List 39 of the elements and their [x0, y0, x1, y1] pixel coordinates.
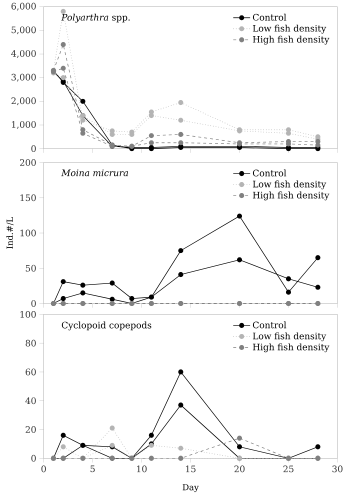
y-tick-label: 20: [26, 426, 36, 433]
y-tick-label: 0: [31, 300, 36, 307]
y-tick-label: 1,000: [12, 121, 36, 129]
y-tick-label: 60: [26, 368, 36, 376]
x-tick-label: 5: [90, 466, 95, 472]
y-tick-label: 3,000: [12, 74, 36, 82]
x-tick-label: 25: [283, 466, 294, 472]
y-tick-label: 5,000: [12, 26, 36, 34]
text: Polyarthra spp.: [61, 14, 130, 23]
y-tick-label: 4,000: [11, 50, 36, 58]
y-tick-label: 2,000: [12, 97, 36, 106]
legend-label: Low fish density: [252, 24, 326, 34]
y-tick-label: 200: [20, 159, 36, 166]
legend-label: High fish density: [252, 36, 330, 45]
legend-label: Low fish density: [252, 180, 326, 190]
legend-label: Low fish density: [252, 332, 326, 342]
x-tick-label: 20: [234, 466, 245, 472]
legend-label: Control: [252, 321, 286, 328]
legend-label: Control: [252, 170, 286, 176]
legend-label: High fish density: [252, 343, 330, 352]
text: Cyclopoid copepods: [62, 322, 152, 330]
y-tick-label: 150: [20, 194, 36, 202]
x-axis-title: Day: [182, 484, 199, 492]
x-tick-label: 15: [186, 466, 196, 472]
legend-label: Control: [252, 14, 286, 21]
y-tick-label: 40: [25, 397, 36, 404]
y-tick-label: 100: [20, 311, 36, 318]
y-tick-label: 0: [31, 145, 36, 152]
y-axis-title: Ind.#/L: [6, 217, 14, 249]
y-tick-label: 80: [26, 340, 36, 347]
x-tick-label: 30: [332, 466, 343, 472]
y-tick-label: 100: [20, 230, 36, 236]
y-tick-label: 6,000: [12, 2, 36, 11]
text: Moina micrura: [61, 169, 128, 176]
y-tick-label: 50: [26, 264, 36, 272]
x-tick-label: 0: [41, 466, 46, 472]
legend-label: High fish density: [252, 192, 330, 200]
y-tick-label: 0: [31, 454, 36, 462]
x-tick-label: 10: [137, 466, 147, 472]
